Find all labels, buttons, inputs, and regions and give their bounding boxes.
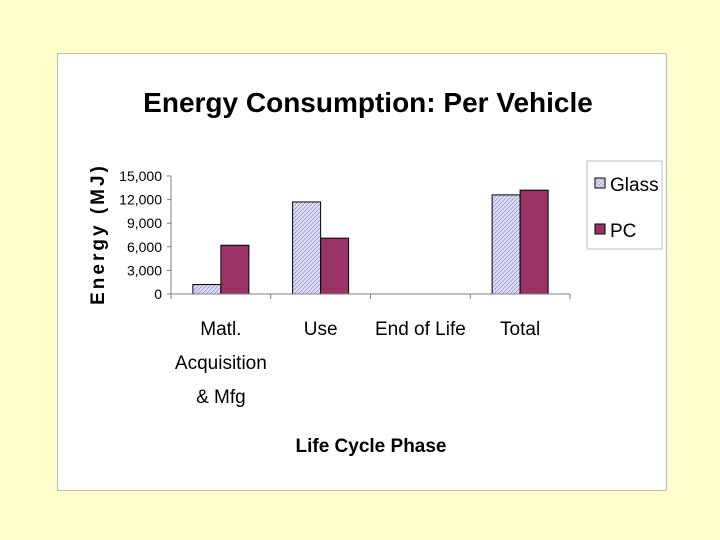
y-tick-label: 3,000 — [127, 262, 162, 278]
chart-title: Energy Consumption: Per Vehicle — [143, 87, 593, 118]
x-axis-title: Life Cycle Phase — [295, 436, 446, 457]
y-tick-label: 9,000 — [127, 215, 162, 231]
y-tick-label: 6,000 — [127, 239, 162, 255]
legend-label-glass: Glass — [610, 175, 659, 196]
bar-pc-0 — [220, 244, 250, 295]
bar-glass-3 — [491, 194, 521, 295]
legend-label-pc: PC — [610, 221, 636, 242]
chart: Energy Consumption: Per Vehicle 0 3,000 6,… — [88, 87, 663, 457]
x-tick-label: Matl. Acquisition & Mfg — [175, 319, 267, 408]
x-tick-label: Total — [500, 319, 540, 340]
bar-pc-3 — [519, 189, 549, 295]
x-tick-label: End of Life — [375, 319, 466, 340]
y-tick-label: 0 — [154, 286, 162, 302]
legend-swatch-pc — [594, 223, 606, 235]
bar-glass-1 — [292, 201, 322, 295]
plot-area: 0 3,000 6,000 9,000 12,000 15,000 Matl. Acquisi… — [119, 168, 571, 408]
legend: Glass PC — [586, 160, 663, 250]
bar-glass-0 — [192, 284, 222, 295]
x-tick-label: Use — [304, 319, 338, 340]
y-tick-label: 12,000 — [119, 192, 162, 208]
y-tick-label: 15,000 — [119, 168, 162, 184]
chart-panel: Energy Consumption: Per Vehicle 0 3,000 6,… — [57, 53, 667, 491]
y-axis-title: Energy (MJ) — [88, 163, 109, 305]
legend-swatch-glass — [594, 177, 606, 189]
bar-pc-1 — [320, 237, 350, 295]
